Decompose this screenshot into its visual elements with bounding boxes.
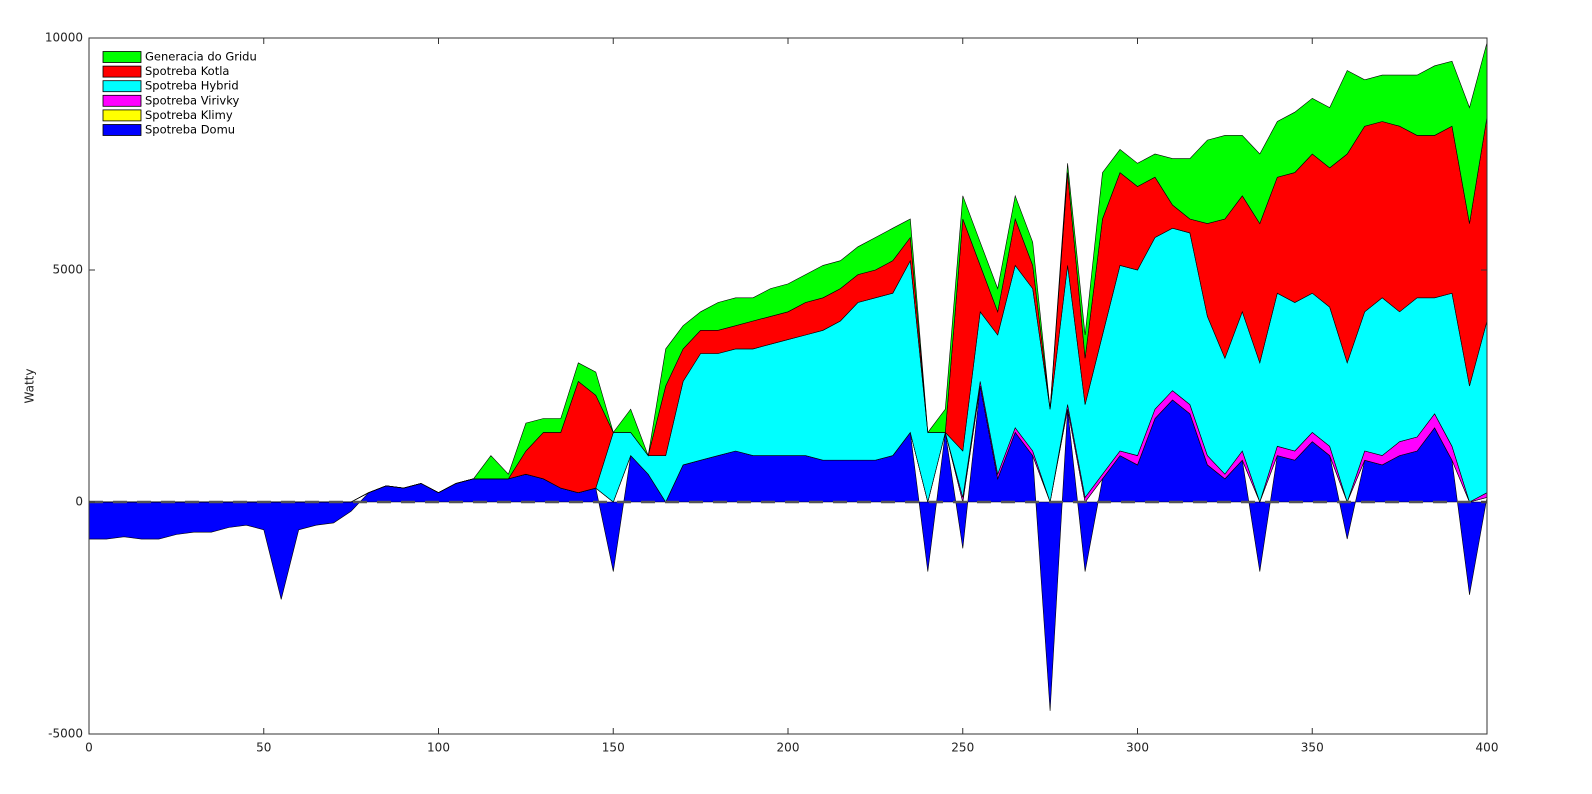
legend-label: Spotreba Klimy: [145, 108, 233, 122]
y-tick-label: 5000: [52, 263, 83, 277]
x-tick-label: 350: [1301, 741, 1324, 755]
legend-label: Spotreba Kotla: [145, 64, 229, 78]
legend-swatch: [102, 109, 142, 122]
x-tick-label: 150: [602, 741, 625, 755]
legend-swatch: [102, 80, 142, 93]
legend-label: Spotreba Domu: [145, 123, 235, 137]
legend-label: Spotreba Virivky: [145, 93, 239, 107]
legend-swatch: [102, 51, 142, 63]
legend-label: Generacia do Gridu: [145, 50, 257, 64]
x-tick-label: 250: [951, 741, 974, 755]
x-tick-label: 400: [1476, 741, 1499, 755]
x-tick-label: 50: [256, 741, 271, 755]
y-tick-label: 0: [75, 495, 83, 509]
legend-swatch: [102, 94, 142, 107]
y-tick-label: -5000: [48, 727, 83, 741]
legend-swatch: [102, 65, 142, 78]
y-axis-label: Watty: [23, 369, 37, 404]
legend-swatch: [102, 124, 142, 136]
y-tick-label: 10000: [45, 31, 83, 45]
x-tick-label: 300: [1126, 741, 1149, 755]
legend-label: Spotreba Hybrid: [145, 79, 239, 93]
x-tick-label: 0: [85, 741, 93, 755]
x-tick-label: 100: [427, 741, 450, 755]
x-tick-label: 200: [777, 741, 800, 755]
